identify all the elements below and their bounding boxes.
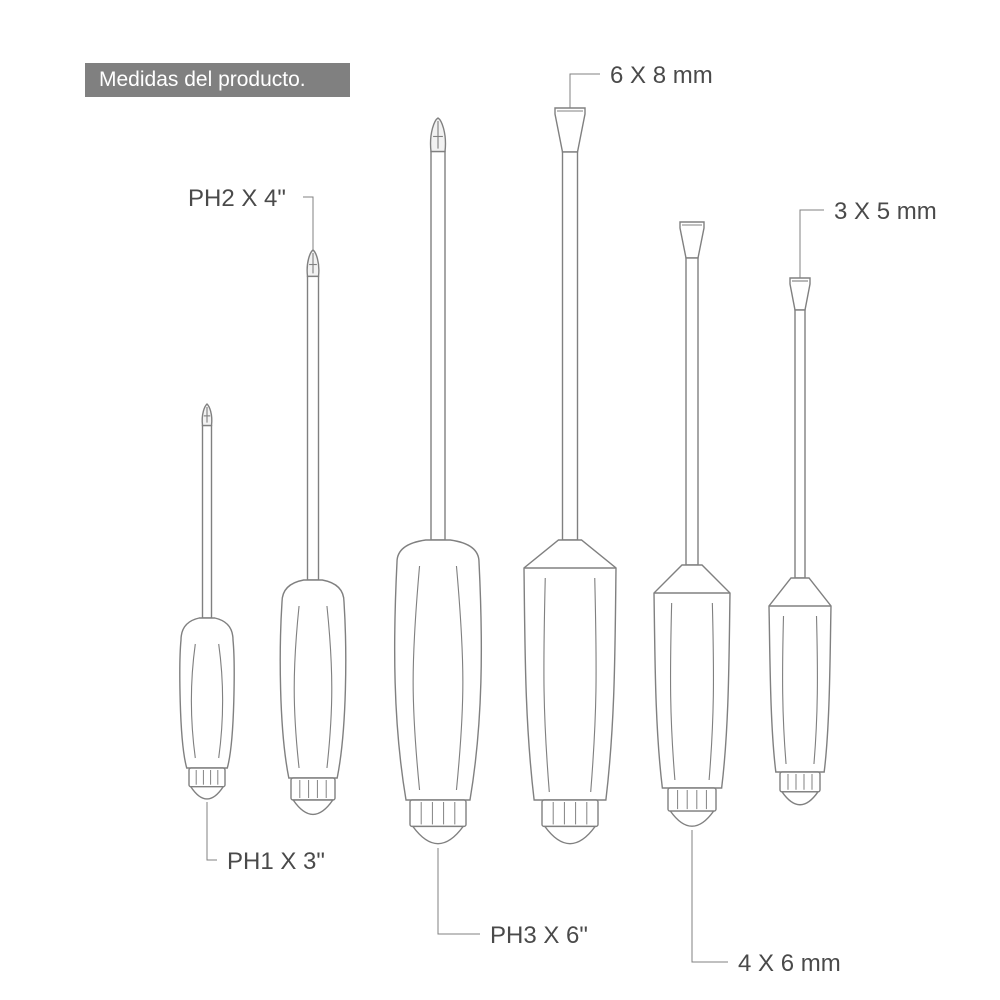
label-ph2x4: PH2 X 4"	[188, 185, 286, 213]
label-3x5mm: 3 X 5 mm	[834, 198, 937, 226]
label-4x6mm: 4 X 6 mm	[738, 950, 841, 978]
diagram-svg	[0, 0, 1000, 1000]
label-ph3x6: PH3 X 6"	[490, 922, 588, 950]
label-ph1x3: PH1 X 3"	[227, 848, 325, 876]
diagram-stage: Medidas del producto. PH1 X 3" PH2 X 4" …	[0, 0, 1000, 1000]
label-6x8mm: 6 X 8 mm	[610, 62, 713, 90]
